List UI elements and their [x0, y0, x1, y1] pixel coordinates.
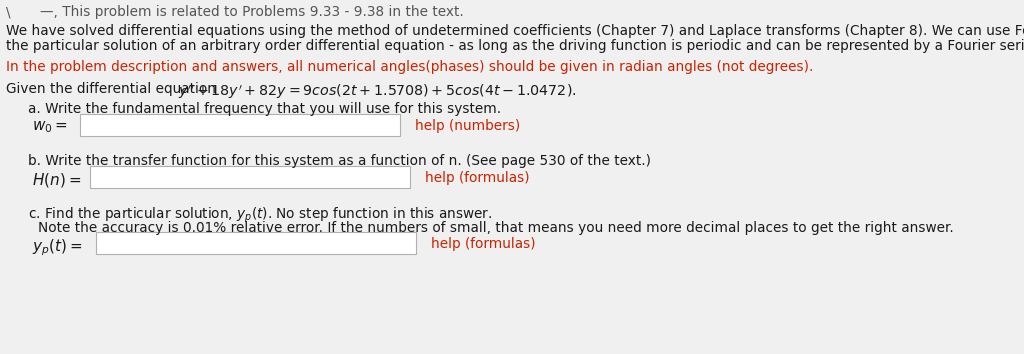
Text: In the problem description and answers, all numerical angles(phases) should be g: In the problem description and answers, … — [6, 60, 813, 74]
Text: help (formulas): help (formulas) — [425, 171, 529, 185]
Text: —, This problem is related to Problems 9.33 - 9.38 in the text.: —, This problem is related to Problems 9… — [40, 5, 464, 19]
Text: $y_p(t) =$: $y_p(t) =$ — [32, 237, 83, 258]
FancyBboxPatch shape — [96, 232, 416, 254]
Text: $H(n) =$: $H(n) =$ — [32, 171, 81, 189]
Text: a. Write the fundamental frequency that you will use for this system.: a. Write the fundamental frequency that … — [28, 102, 501, 116]
Text: We have solved differential equations using the method of undetermined coefficie: We have solved differential equations us… — [6, 24, 1024, 38]
FancyBboxPatch shape — [90, 166, 410, 188]
Text: Given the differential equation: Given the differential equation — [6, 82, 220, 96]
Text: \: \ — [6, 5, 19, 19]
Text: b. Write the transfer function for this system as a function of n. (See page 530: b. Write the transfer function for this … — [28, 154, 651, 168]
Text: $w_0 =$: $w_0 =$ — [32, 119, 68, 135]
FancyBboxPatch shape — [80, 114, 400, 136]
Text: help (numbers): help (numbers) — [415, 119, 520, 133]
Text: Note the accuracy is 0.01% relative error. If the numbers of small, that means y: Note the accuracy is 0.01% relative erro… — [38, 221, 953, 235]
Text: help (formulas): help (formulas) — [431, 237, 536, 251]
Text: $y'' + 18y' + 82y = 9cos(2t + 1.5708) + 5cos(4t - 1.0472)$.: $y'' + 18y' + 82y = 9cos(2t + 1.5708) + … — [178, 82, 577, 101]
Text: the particular solution of an arbitrary order differential equation - as long as: the particular solution of an arbitrary … — [6, 39, 1024, 53]
Text: c. Find the particular solution, $y_p(t)$. No step function in this answer.: c. Find the particular solution, $y_p(t)… — [28, 206, 493, 225]
